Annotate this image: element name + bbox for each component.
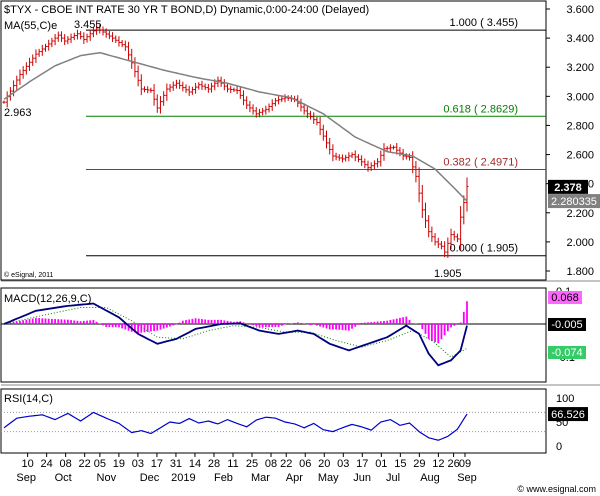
rsi-line	[3, 411, 468, 441]
x-month-label: Feb	[214, 472, 233, 484]
annotation-low: 1.905	[434, 268, 462, 280]
price-tick-label: 3.400	[566, 33, 594, 45]
x-month-label: Sep	[16, 472, 36, 484]
x-month-label: Oct	[55, 472, 72, 484]
x-tick-label: 03	[337, 458, 349, 470]
x-tick-label: 20	[318, 458, 330, 470]
x-tick-label: 05	[94, 458, 106, 470]
chart-title: $TYX - CBOE INT RATE 30 YR T BOND,D) Dyn…	[4, 4, 369, 16]
ma-legend-label: MA(55,C)	[4, 20, 51, 32]
x-tick-label: 09	[459, 458, 471, 470]
x-tick-label: 29	[413, 458, 425, 470]
x-tick-label: 12	[432, 458, 444, 470]
rsi-last-box	[548, 407, 588, 422]
x-tick-label: 15	[394, 458, 406, 470]
price-tick-label: 3.600	[566, 4, 594, 16]
x-month-label: Apr	[286, 472, 303, 484]
rsi-tick-label: 0	[556, 441, 562, 453]
x-tick-label: 24	[40, 458, 52, 470]
x-month-label: Jun	[353, 472, 371, 484]
signal-value-label: -0.074	[551, 347, 582, 359]
x-tick-label: 14	[189, 458, 201, 470]
x-tick-label: 19	[113, 458, 125, 470]
macd-hist-box	[548, 291, 582, 304]
x-tick-label: 01	[375, 458, 387, 470]
price-tick-label: 2.600	[566, 150, 594, 162]
last-ma-box	[548, 194, 600, 209]
macd-hist-label: 0.068	[551, 292, 579, 304]
watermark: © www.esignal.com	[517, 484, 596, 494]
x-tick-label: 10	[21, 458, 33, 470]
rsi-title: RSI(14,C)	[4, 393, 53, 405]
last-price-box	[548, 179, 588, 194]
x-month-label: Jul	[386, 472, 400, 484]
price-tick-label: 2.200	[566, 208, 594, 220]
x-month-label: Dec	[140, 472, 160, 484]
ma-legend-suffix: e	[51, 20, 57, 32]
macd-title: MACD(12,26,9,C)	[4, 293, 91, 305]
x-month-label: Sep	[457, 472, 477, 484]
x-tick-label: 25	[246, 458, 258, 470]
price-layer: 3.6003.4003.2003.0002.8002.6002.4002.200…	[2, 4, 600, 280]
price-panel	[0, 0, 547, 281]
fib-label-0.382: 0.382 ( 2.4971)	[443, 157, 518, 169]
x-month-label: Aug	[420, 472, 440, 484]
x-tick-label: 28	[208, 458, 220, 470]
x-month-label: 2019	[171, 472, 195, 484]
price-tick-label: 3.200	[566, 62, 594, 74]
signal-value-box	[548, 346, 586, 359]
fib-label-0.000: 0.000 ( 1.905)	[450, 243, 519, 255]
rsi-last-label: 66.526	[551, 409, 585, 421]
macd-layer: 0.1-0.10.068-0.005-0.074	[1, 286, 586, 367]
last-price-label: 2.378	[554, 182, 582, 194]
rsi-panel	[0, 388, 547, 454]
x-tick-label: 17	[151, 458, 163, 470]
annotation-high: 3.455	[74, 19, 102, 31]
x-tick-label: 17	[356, 458, 368, 470]
x-month-label: Nov	[97, 472, 117, 484]
macd-value-box	[548, 318, 586, 331]
annotation-start: 2.963	[4, 107, 32, 119]
x-tick-label: 11	[227, 458, 238, 470]
price-tick-label: 1.800	[566, 266, 594, 278]
fib-label-0.618: 0.618 ( 2.8629)	[443, 103, 518, 115]
x-tick-label: 22	[280, 458, 292, 470]
last-ma-label: 2.280335	[551, 196, 597, 208]
x-axis: 10 24 08 22 05 19 03 17 31 14 28 11 25 08 22 06 20 03 17 01…	[16, 453, 477, 484]
x-month-label: Mar	[251, 472, 270, 484]
ma-legend: MA(55,C)e	[4, 20, 57, 32]
x-tick-label: 26	[447, 458, 459, 470]
price-tick-label: 2.000	[566, 237, 594, 249]
macd-line	[3, 302, 468, 367]
price-tick-label: 3.000	[566, 91, 594, 103]
signal-line	[3, 307, 468, 358]
x-tick-label: 22	[79, 458, 91, 470]
x-tick-label: 06	[299, 458, 311, 470]
fib-label-1.000: 1.000 ( 3.455)	[450, 17, 519, 29]
x-tick-label: 31	[170, 458, 182, 470]
rsi-tick-label: 100	[556, 393, 574, 405]
x-tick-label: 08	[265, 458, 277, 470]
copyright: © eSignal, 2011	[4, 271, 54, 279]
price-tick-label: 2.800	[566, 120, 594, 132]
x-tick-label: 03	[132, 458, 144, 470]
x-month-label: May	[318, 472, 339, 484]
x-tick-label: 08	[60, 458, 72, 470]
macd-value-label: -0.005	[551, 319, 582, 331]
ma-line	[3, 51, 468, 202]
